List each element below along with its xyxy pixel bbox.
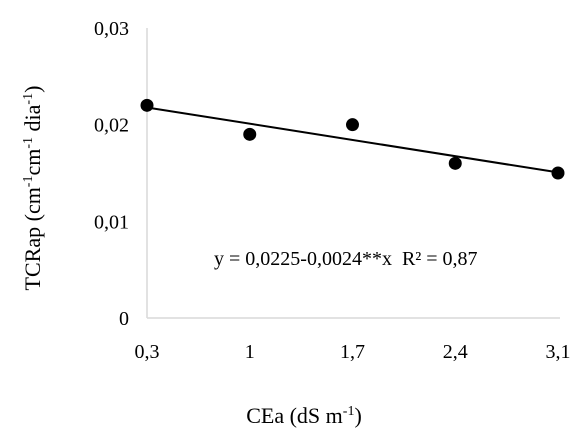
y-axis-title-part4: ) [20, 86, 45, 93]
y-axis-title-sup3: -1 [21, 93, 36, 105]
y-axis-title-sup2: -1 [21, 137, 36, 149]
x-tick-labels: 0,3 1 1,7 2,4 3,1 [135, 341, 571, 363]
y-tick-label: 0,01 [94, 211, 129, 233]
y-axis-title-part2: cm [20, 149, 45, 176]
x-tick-label: 0,3 [135, 341, 160, 363]
x-tick-label: 1,7 [340, 341, 365, 363]
y-tick-label: 0,03 [94, 18, 129, 40]
x-axis-title-main: CEa (dS m [246, 403, 343, 428]
y-tick-label: 0,02 [94, 115, 129, 137]
x-axis-title-sup: -1 [343, 404, 355, 419]
y-axis-title: TCRap (cm-1cm-1 dia-1) [20, 86, 45, 291]
data-point [448, 156, 462, 170]
x-axis-title: CEa (dS m-1) [246, 403, 362, 428]
x-tick-label: 2,4 [443, 341, 468, 363]
trendline-equation: y = 0,0225-0,0024**x R² = 0,87 [214, 248, 478, 270]
x-axis-title-end: ) [354, 403, 361, 428]
y-tick-label: 0 [119, 308, 129, 330]
trendline [146, 106, 559, 174]
data-point [346, 118, 359, 132]
data-points [140, 98, 565, 180]
y-tick-labels: 0 0,01 0,02 0,03 [94, 18, 129, 330]
y-axis-title-sup1: -1 [21, 176, 36, 188]
data-point [140, 98, 154, 112]
data-point [551, 166, 565, 180]
data-point [243, 127, 257, 141]
x-tick-label: 3,1 [546, 341, 571, 363]
x-tick-label: 1 [245, 341, 255, 363]
y-axis-title-part3: dia [20, 104, 45, 137]
y-axis-title-part1: TCRap (cm [20, 187, 45, 290]
